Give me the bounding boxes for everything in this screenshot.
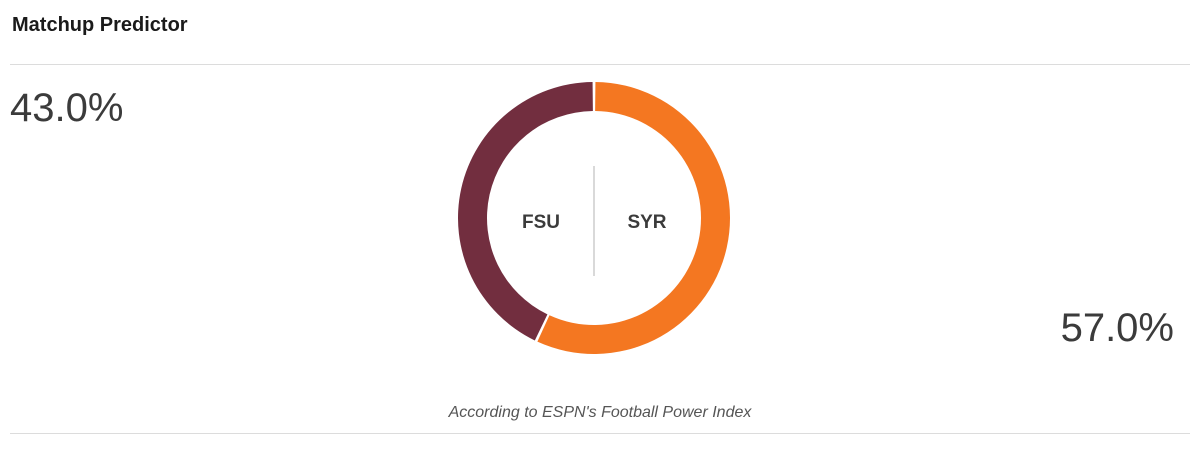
donut-chart: FSU SYR — [458, 82, 730, 354]
fsu-win-probability: 43.0% — [10, 86, 124, 130]
team-label-fsu: FSU — [522, 212, 560, 233]
syr-win-probability: 57.0% — [1060, 306, 1174, 350]
chart-caption: According to ESPN's Football Power Index — [448, 404, 752, 421]
team-label-syr: SYR — [627, 212, 666, 233]
slice-fsu[interactable] — [458, 82, 593, 341]
header-divider — [10, 64, 1190, 65]
donut-chart-svg: FSU SYR — [458, 82, 730, 354]
footer-divider — [10, 433, 1190, 434]
slice-syr[interactable] — [537, 82, 730, 354]
page-title: Matchup Predictor — [12, 14, 188, 36]
